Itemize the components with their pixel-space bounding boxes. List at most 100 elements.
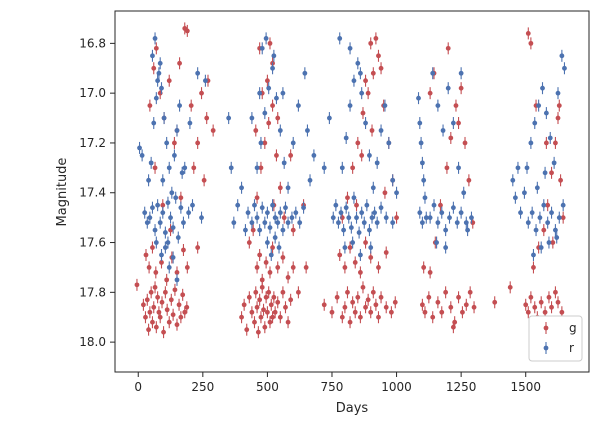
data-point [343, 201, 349, 214]
marker [164, 277, 170, 283]
data-point [525, 27, 531, 40]
marker [463, 220, 469, 226]
data-point [239, 181, 244, 194]
data-point [147, 211, 153, 224]
data-point [541, 224, 547, 237]
data-point [359, 149, 365, 162]
data-point [350, 296, 356, 309]
data-point [181, 244, 186, 257]
data-point [360, 107, 366, 120]
marker [178, 314, 184, 320]
data-point [143, 311, 148, 324]
data-point [347, 42, 353, 55]
data-point [439, 306, 445, 319]
marker [272, 235, 278, 240]
data-point [357, 311, 363, 324]
marker [368, 309, 374, 315]
marker [272, 309, 278, 315]
data-point [541, 199, 547, 212]
marker [166, 319, 172, 325]
marker [228, 165, 234, 171]
x-tick-label: 0 [134, 380, 142, 394]
marker [524, 165, 530, 171]
data-point [549, 301, 554, 314]
data-point [553, 286, 558, 299]
marker [268, 302, 274, 308]
marker [555, 299, 561, 305]
marker [390, 220, 396, 226]
y-tick-label: 16.8 [79, 36, 106, 50]
y-tick-label: 17.6 [79, 236, 106, 250]
marker [492, 299, 498, 305]
data-point [439, 206, 445, 219]
marker [443, 289, 449, 295]
data-point [285, 216, 291, 229]
data-point [339, 161, 345, 174]
marker [339, 314, 345, 320]
marker [418, 140, 424, 146]
data-point [168, 211, 173, 224]
marker [231, 220, 237, 226]
marker [155, 202, 161, 208]
marker [250, 227, 256, 233]
data-point [148, 286, 154, 299]
data-point [354, 199, 359, 212]
marker [546, 240, 552, 245]
marker [532, 120, 538, 126]
marker [162, 245, 168, 250]
data-point [536, 99, 542, 112]
data-point [357, 248, 363, 261]
marker [258, 140, 264, 146]
marker [176, 302, 182, 308]
marker [458, 85, 464, 91]
marker [351, 78, 357, 84]
marker [543, 110, 549, 116]
data-point [388, 306, 394, 319]
marker [268, 252, 274, 258]
marker [345, 289, 350, 295]
marker [458, 70, 464, 76]
marker [275, 115, 281, 121]
marker [549, 304, 554, 310]
data-point [147, 99, 153, 112]
data-point [445, 42, 451, 55]
data-point [341, 224, 347, 237]
marker [151, 304, 157, 310]
marker [333, 202, 339, 208]
marker [549, 170, 554, 176]
marker [139, 153, 145, 158]
marker [271, 53, 277, 59]
data-point [175, 231, 181, 244]
marker [190, 202, 195, 208]
data-point [265, 74, 270, 87]
data-point [257, 224, 263, 237]
marker [367, 227, 372, 233]
legend-marker [543, 325, 549, 331]
marker [339, 165, 345, 171]
marker [417, 210, 423, 216]
data-point [378, 291, 384, 304]
marker [210, 128, 216, 133]
marker [290, 265, 296, 270]
data-point [267, 221, 273, 234]
data-point [546, 291, 552, 304]
marker [280, 255, 286, 260]
marker [551, 160, 557, 166]
marker [168, 297, 174, 303]
data-point [262, 107, 268, 120]
data-point [290, 136, 296, 149]
data-point [370, 181, 376, 194]
data-point [518, 206, 523, 219]
data-point [302, 67, 308, 80]
data-point [172, 283, 178, 296]
data-point [244, 323, 250, 336]
marker [368, 40, 374, 46]
data-point [390, 174, 396, 187]
marker [144, 220, 150, 226]
data-point [343, 131, 349, 144]
data-point [525, 306, 531, 319]
data-point [360, 281, 366, 294]
data-point [157, 57, 163, 70]
series-g [134, 22, 566, 339]
marker [290, 140, 296, 146]
